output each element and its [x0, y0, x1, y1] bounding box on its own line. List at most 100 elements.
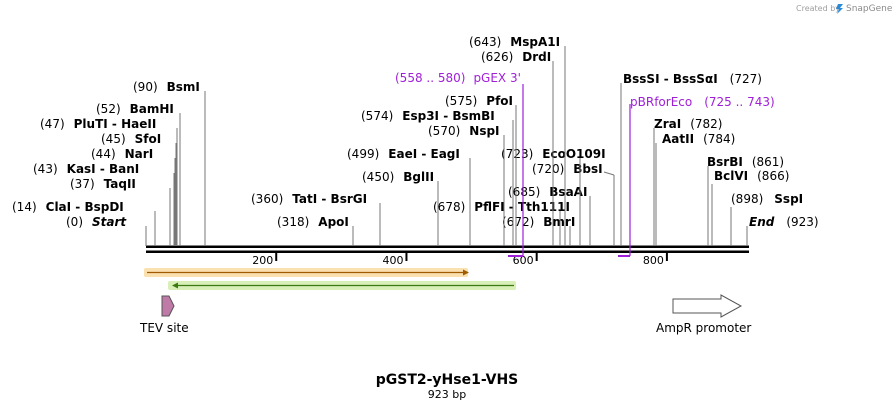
svg-text:(45)SfoI: (45) SfoI	[101, 132, 161, 146]
primer-pBRforEco[interactable]: pBRforEco (725 .. 743)	[618, 95, 775, 257]
site-name: SspI	[774, 192, 803, 206]
site-BmrI[interactable]: (672) BmrI	[502, 215, 575, 246]
svg-text:(499)EaeI - EagI: (499) EaeI - EagI	[347, 147, 460, 161]
site-name: BamHI	[130, 102, 174, 116]
site-position: (318)	[277, 215, 309, 229]
svg-text:ZraI(782): ZraI (782)	[654, 117, 722, 131]
site-name: BbsI	[573, 162, 602, 176]
site-KasI[interactable]: (43) KasI - BanI	[33, 162, 175, 246]
site-position: (861)	[752, 155, 784, 169]
svg-text:(685)BsaAI: (685) BsaAI	[508, 185, 587, 199]
site-ApoI[interactable]: (318) ApoI	[277, 215, 354, 246]
site-EaeI[interactable]: (499) EaeI - EagI	[347, 147, 471, 246]
site-position: (678)	[433, 200, 465, 214]
svg-text:(14)ClaI - BspDI: (14) ClaI - BspDI	[12, 200, 124, 214]
site-position: (898)	[731, 192, 763, 206]
site-name: KasI - BanI	[67, 162, 140, 176]
feature-ampr-promoter[interactable]: AmpR promoter	[656, 294, 751, 335]
site-PflFI[interactable]: (678) PflFI - Tth111I	[433, 200, 570, 246]
site-AatII[interactable]: AatII (784)	[655, 132, 735, 246]
ruler-tick-label: 200	[252, 254, 273, 267]
site-name: End	[749, 215, 775, 229]
site-position: (866)	[757, 169, 789, 183]
sequence-backbone	[146, 245, 749, 253]
site-position: (575)	[445, 94, 477, 108]
site-position: (626)	[481, 50, 513, 64]
site-name: BmrI	[543, 215, 575, 229]
site-EcoO109I[interactable]: (723) EcoO109I	[501, 147, 606, 246]
svg-text:BssSI - BssSαI(727): BssSI - BssSαI (727)	[623, 72, 762, 86]
site-BsrBI[interactable]: BsrBI (861)	[707, 155, 784, 246]
site-position: (574)	[361, 109, 393, 123]
site-TaqII[interactable]: (37) TaqII	[70, 177, 171, 246]
site-BglII[interactable]: (450) BglII	[362, 170, 439, 246]
site-name: TaqII	[104, 177, 136, 191]
site-name: NspI	[469, 124, 499, 138]
site-name: MspA1I	[510, 35, 560, 49]
primer-range: (558 .. 580)	[395, 71, 465, 85]
svg-text:(678)PflFI - Tth111I: (678) PflFI - Tth111I	[433, 200, 570, 214]
svg-text:(47)PluTI - HaeII: (47) PluTI - HaeII	[40, 117, 156, 131]
svg-text:(318)ApoI: (318) ApoI	[277, 215, 349, 229]
site-position: (499)	[347, 147, 379, 161]
site-end: End (923)	[746, 215, 819, 246]
feature-tev-site[interactable]: TEV site	[139, 295, 189, 335]
site-name: BssSI - BssSαI	[623, 72, 718, 86]
site-PfoI[interactable]: (575) PfoI	[445, 94, 517, 246]
site-BssSI[interactable]: BssSI - BssSαI (727)	[620, 72, 762, 246]
primer-pGEX3[interactable]: (558 .. 580) pGEX 3'	[395, 71, 524, 257]
watermark-brand: SnapGene	[846, 4, 893, 14]
site-SfoI[interactable]: (45) SfoI	[101, 132, 177, 246]
site-ClaI[interactable]: (14) ClaI - BspDI	[12, 200, 156, 246]
site-name: AatII	[662, 132, 694, 146]
site-NspI[interactable]: (570) NspI	[428, 124, 505, 246]
site-TatI[interactable]: (360) TatI - BsrGI	[251, 192, 381, 246]
orf-forward-arrow[interactable]	[144, 268, 469, 277]
site-name: ZraI	[654, 117, 681, 131]
primer-name: pGEX 3'	[473, 71, 520, 85]
svg-text:(570)NspI: (570) NspI	[428, 124, 500, 138]
ruler-tick-label: 600	[513, 254, 534, 267]
svg-text:(672)BmrI: (672) BmrI	[502, 215, 575, 229]
svg-text:AatII(784): AatII (784)	[662, 132, 735, 146]
map-length: 923 bp	[428, 388, 466, 401]
site-position: (784)	[703, 132, 735, 146]
site-BamHI[interactable]: (52) BamHI	[96, 102, 181, 246]
svg-text:(898)SspI: (898) SspI	[731, 192, 803, 206]
svg-text:BsrBI(861): BsrBI (861)	[707, 155, 784, 169]
site-ZraI[interactable]: ZraI (782)	[653, 117, 722, 246]
site-name: PluTI - HaeII	[74, 117, 157, 131]
site-position: (37)	[70, 177, 95, 191]
site-name: ApoI	[318, 215, 349, 229]
site-SspI[interactable]: (898) SspI	[730, 192, 803, 246]
svg-text:(575)PfoI: (575) PfoI	[445, 94, 513, 108]
site-NarI[interactable]: (44) NarI	[91, 147, 176, 246]
site-BsmI[interactable]: (90) BsmI	[133, 80, 206, 246]
svg-text:(44)NarI: (44) NarI	[91, 147, 153, 161]
site-position: (47)	[40, 117, 65, 131]
svg-text:(360)TatI - BsrGI: (360) TatI - BsrGI	[251, 192, 367, 206]
site-name: BclVI	[714, 169, 748, 183]
ruler: 200 400 600 800	[252, 253, 668, 267]
site-name: EaeI - EagI	[388, 147, 460, 161]
site-MspA1I[interactable]: (643) MspA1I	[469, 35, 566, 246]
site-name: NarI	[125, 147, 154, 161]
site-name: SfoI	[135, 132, 162, 146]
feature-label: AmpR promoter	[656, 321, 751, 335]
site-BclVI[interactable]: BclVI (866)	[711, 169, 789, 246]
site-name: BsmI	[167, 80, 200, 94]
orf-reverse-arrow[interactable]	[168, 281, 516, 290]
site-BbsI[interactable]: (720) BbsI	[532, 162, 615, 246]
site-Esp3I[interactable]: (574) Esp3I - BsmBI	[361, 109, 514, 246]
site-DrdI[interactable]: (626) DrdI	[481, 50, 554, 246]
site-PluTI[interactable]: (47) PluTI - HaeII	[40, 117, 178, 246]
svg-text:(723)EcoO109I: (723) EcoO109I	[501, 147, 606, 161]
site-name: PflFI - Tth111I	[474, 200, 570, 214]
site-name: BsaAI	[549, 185, 587, 199]
svg-text:BclVI(866): BclVI (866)	[714, 169, 789, 183]
svg-text:(52)BamHI: (52) BamHI	[96, 102, 174, 116]
watermark-text: Created by	[796, 4, 840, 13]
site-position: (570)	[428, 124, 460, 138]
primer-range: (725 .. 743)	[704, 95, 774, 109]
